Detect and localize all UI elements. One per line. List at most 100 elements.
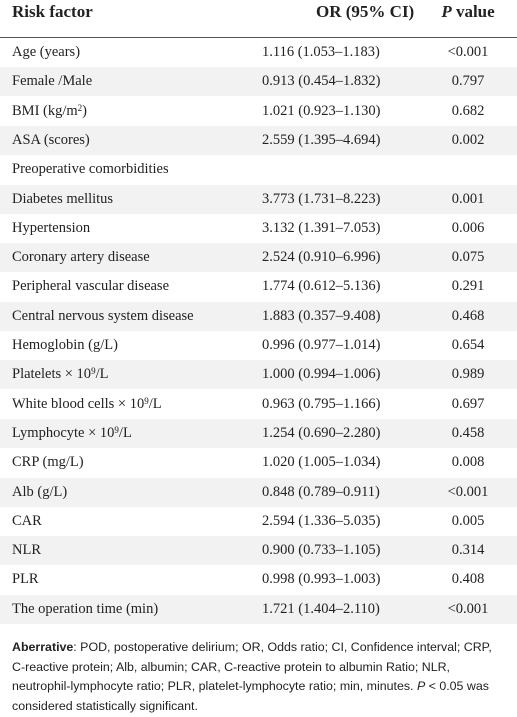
risk-factor-suffix: ) <box>82 102 87 119</box>
risk-factor-text: Alb (g/L) <box>12 483 68 500</box>
table-row: CRP (mg/L) 1.020 (1.005–1.034) 0.008 <box>0 448 517 477</box>
header-p-rest: value <box>451 2 495 21</box>
header-p-value: P value <box>430 0 506 24</box>
risk-factor-cell: Hypertension <box>12 214 90 243</box>
table-row: Lymphocyte × 109/L 1.254 (0.690–2.280) 0.4… <box>0 418 517 448</box>
risk-factor-cell: PLR <box>12 565 39 594</box>
or-ci-cell: 2.524 (0.910–6.996) <box>262 249 381 266</box>
p-value-cell: 0.654 <box>451 337 485 353</box>
or-ci-cell: 2.594 (1.336–5.035) <box>262 512 381 529</box>
risk-factor-cell: NLR <box>12 536 41 565</box>
risk-factor-cell: Central nervous system disease <box>12 302 194 331</box>
table-row: Preoperative comorbidities <box>0 155 517 184</box>
table-row: Hemoglobin (g/L) 0.996 (0.977–1.014) 0.654 <box>0 331 517 360</box>
risk-factor-suffix: /L <box>95 366 109 383</box>
risk-factor-cell: ASA (scores) <box>12 126 90 155</box>
risk-factor-superscript: 9 <box>114 424 119 435</box>
risk-factor-text: BMI (kg/m <box>12 102 78 119</box>
table-row: Coronary artery disease 2.524 (0.910–6.99… <box>0 243 517 273</box>
table-row: Platelets × 109/L 1.000 (0.994–1.006) 0.98… <box>0 360 517 390</box>
p-value-cell: 0.291 <box>451 278 485 295</box>
risk-factor-text: Hemoglobin (g/L) <box>12 337 118 353</box>
table-row: Age (years) 1.116 (1.053–1.183) <0.001 <box>0 38 517 67</box>
risk-factor-superscript: 9 <box>91 366 96 377</box>
risk-factor-text: Female /Male <box>12 73 93 90</box>
risk-factor-cell: Peripheral vascular disease <box>12 272 169 301</box>
footnote-p-italic: P <box>416 679 426 693</box>
header-or-ci: OR (95% CI) <box>316 2 415 21</box>
header-p-italic: P <box>441 2 452 21</box>
risk-factor-text: Lymphocyte × 10 <box>12 424 115 441</box>
header-risk-factor: Risk factor <box>12 2 93 21</box>
or-ci-cell: 1.883 (0.357–9.408) <box>262 307 381 324</box>
risk-factor-cell: Preoperative comorbidities <box>12 155 169 184</box>
p-value-cell: <0.001 <box>447 600 489 617</box>
risk-factor-cell: Lymphocyte × 109/L <box>12 419 132 448</box>
risk-factor-text: Peripheral vascular disease <box>12 278 170 295</box>
risk-factor-text: Diabetes mellitus <box>12 190 114 207</box>
table-header: Risk factor OR (95% CI) P value <box>0 0 517 37</box>
p-value-cell: 0.006 <box>451 219 485 236</box>
risk-factor-text: Central nervous system disease <box>12 307 194 324</box>
risk-factor-cell: CAR <box>12 507 42 536</box>
risk-factor-text: CAR <box>12 512 42 529</box>
risk-factor-text: Platelets × 10 <box>12 366 92 383</box>
or-ci-cell: 0.996 (0.977–1.014) <box>262 337 381 353</box>
table-row: BMI (kg/m2) 1.021 (0.923–1.130) 0.682 <box>0 97 517 126</box>
risk-factor-text: Coronary artery disease <box>12 249 150 266</box>
risk-factor-suffix: /L <box>118 424 132 441</box>
p-value-cell: 0.468 <box>451 307 485 324</box>
or-ci-cell: 0.848 (0.789–0.911) <box>262 483 380 500</box>
table-row: Female /Male 0.913 (0.454–1.832) 0.797 <box>0 67 517 97</box>
or-ci-cell: 3.773 (1.731–8.223) <box>262 190 381 207</box>
or-ci-cell: 1.021 (0.923–1.130) <box>262 102 381 119</box>
table-row: White blood cells × 109/L 0.963 (0.795–1.… <box>0 390 517 419</box>
p-value-cell: <0.001 <box>447 483 489 500</box>
p-value-cell: 0.075 <box>451 249 485 266</box>
risk-factor-cell: Age (years) <box>12 38 80 67</box>
table-row: Diabetes mellitus 3.773 (1.731–8.223) 0.00… <box>0 184 517 214</box>
or-ci-cell: 1.000 (0.994–1.006) <box>262 366 381 383</box>
p-value-cell: 0.008 <box>451 454 485 471</box>
p-value-cell: 0.408 <box>451 571 485 588</box>
table-row: The operation time (min) 1.721 (1.404–2.1… <box>0 594 517 624</box>
or-ci-cell: 0.900 (0.733–1.105) <box>262 542 381 559</box>
risk-factor-text: White blood cells × 10 <box>12 395 145 412</box>
or-ci-cell: 1.774 (0.612–5.136) <box>262 278 381 295</box>
risk-factor-superscript: 2 <box>77 102 83 113</box>
table-row: Hypertension 3.132 (1.391–7.053) 0.006 <box>0 214 517 243</box>
p-value-cell: <0.001 <box>447 44 489 60</box>
table-row: Central nervous system disease 1.883 (0.3… <box>0 301 517 331</box>
footnote-lead: Aberrative <box>12 640 74 654</box>
p-value-cell: 0.002 <box>451 131 485 148</box>
p-value-cell: 0.001 <box>451 190 485 207</box>
risk-factor-superscript: 9 <box>144 395 149 406</box>
or-ci-cell: 0.998 (0.993–1.003) <box>262 571 381 588</box>
risk-factor-suffix: /L <box>148 395 162 412</box>
risk-factor-text: The operation time (min) <box>12 600 159 617</box>
p-value-cell: 0.697 <box>451 395 485 412</box>
risk-factor-text: PLR <box>12 571 39 588</box>
or-ci-cell: 1.721 (1.404–2.110) <box>262 600 380 617</box>
risk-factor-cell: Alb (g/L) <box>12 478 67 507</box>
or-ci-cell: 2.559 (1.395–4.694) <box>262 131 381 148</box>
or-ci-cell: 1.116 (1.053–1.183) <box>262 44 380 60</box>
risk-factor-cell: Hemoglobin (g/L) <box>12 331 118 360</box>
table-row: ASA (scores) 2.559 (1.395–4.694) 0.002 <box>0 125 517 155</box>
table-row: PLR 0.998 (0.993–1.003) 0.408 <box>0 565 517 594</box>
risk-factor-text: ASA (scores) <box>12 131 90 148</box>
or-ci-cell: 1.254 (0.690–2.280) <box>262 424 381 441</box>
risk-factor-cell: CRP (mg/L) <box>12 448 84 477</box>
table-row: CAR 2.594 (1.336–5.035) 0.005 <box>0 507 517 536</box>
risk-factor-text: Preoperative comorbidities <box>12 161 169 178</box>
or-ci-cell: 3.132 (1.391–7.053) <box>262 219 381 236</box>
table-row: Peripheral vascular disease 1.774 (0.612–… <box>0 272 517 301</box>
risk-factor-cell: BMI (kg/m2) <box>12 97 87 126</box>
table-footnote: Aberrative: POD, postoperative delirium;… <box>12 638 507 716</box>
risk-factor-cell: White blood cells × 109/L <box>12 390 162 419</box>
p-value-cell: 0.797 <box>451 73 485 90</box>
p-value-cell: 0.314 <box>451 542 485 559</box>
or-ci-cell: 0.963 (0.795–1.166) <box>262 395 381 412</box>
or-ci-cell: 1.020 (1.005–1.034) <box>262 454 381 471</box>
risk-factor-cell: Diabetes mellitus <box>12 185 113 214</box>
